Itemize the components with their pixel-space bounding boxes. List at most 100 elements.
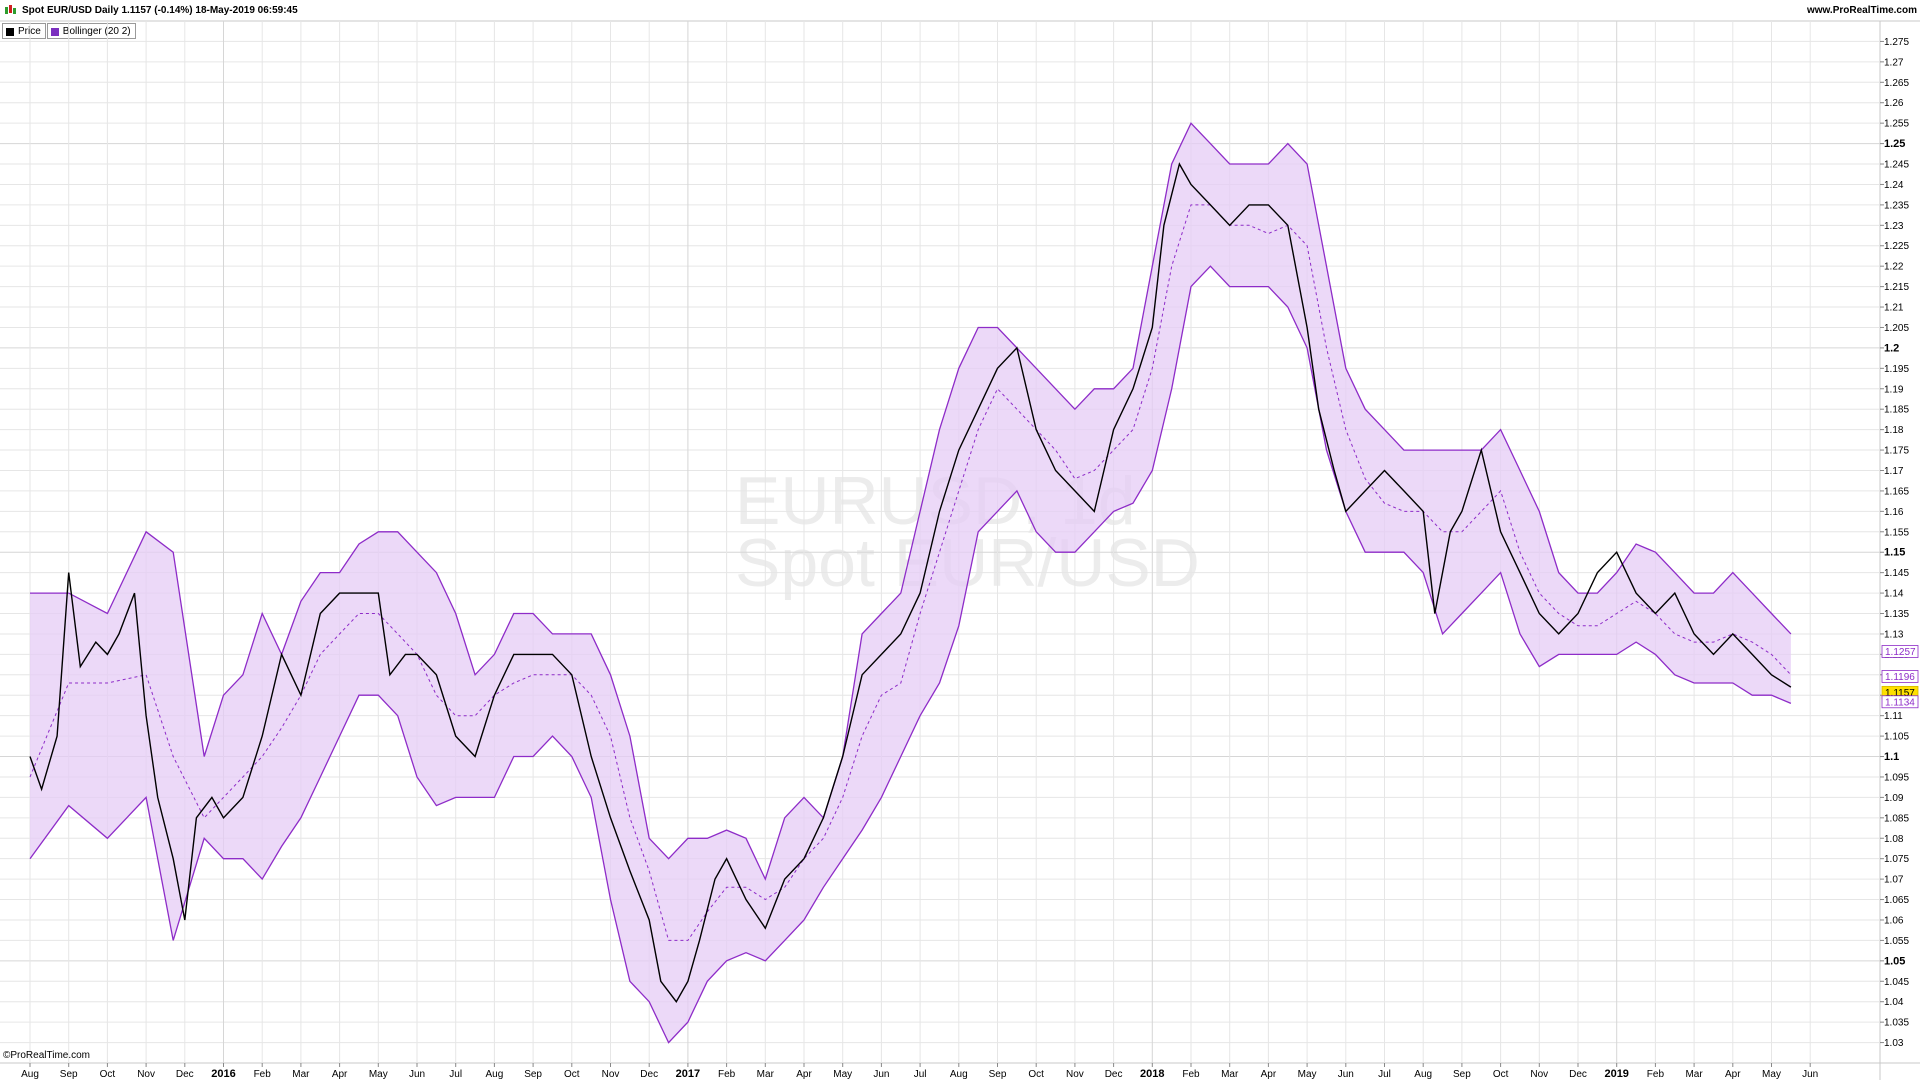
y-tick-label: 1.14 — [1884, 589, 1904, 600]
y-tick-label: 1.2 — [1884, 342, 1899, 354]
y-tick-label: 1.24 — [1884, 180, 1904, 191]
y-tick-label: 1.175 — [1884, 446, 1909, 457]
x-tick-label: Feb — [718, 1069, 736, 1080]
y-tick-label: 1.22 — [1884, 262, 1904, 273]
x-tick-label: Aug — [950, 1069, 968, 1080]
legend-item-price[interactable]: Price — [2, 23, 46, 39]
x-tick-label: Aug — [486, 1069, 504, 1080]
x-tick-label: May — [833, 1069, 852, 1080]
x-tick-label: Apr — [796, 1069, 812, 1080]
x-tick-label: May — [369, 1069, 388, 1080]
x-tick-label: Sep — [989, 1069, 1007, 1080]
x-tick-label: Dec — [640, 1069, 658, 1080]
y-tick-label: 1.065 — [1884, 895, 1909, 906]
x-tick-label: Jun — [873, 1069, 889, 1080]
y-tick-label: 1.155 — [1884, 527, 1909, 538]
y-tick-label: 1.205 — [1884, 323, 1909, 334]
bollinger-upper-line — [30, 122, 1792, 881]
x-tick-label: Feb — [1647, 1069, 1665, 1080]
x-tick-label: Apr — [332, 1069, 348, 1080]
band-value-label: 1.1196 — [1885, 672, 1915, 683]
x-tick-label: Jun — [1338, 1069, 1354, 1080]
x-tick-label: Dec — [1569, 1069, 1587, 1080]
y-tick-label: 1.145 — [1884, 568, 1909, 579]
y-tick-label: 1.095 — [1884, 772, 1909, 783]
x-tick-label: Jul — [449, 1069, 462, 1080]
chart-header: Spot EUR/USD Daily 1.1157 (-0.14%) 18-Ma… — [0, 0, 1920, 21]
y-tick-label: 1.215 — [1884, 282, 1909, 293]
chart-title: Spot EUR/USD Daily 1.1157 (-0.14%) 18-Ma… — [22, 5, 298, 16]
y-tick-label: 1.105 — [1884, 732, 1909, 743]
y-tick-label: 1.075 — [1884, 854, 1909, 865]
x-tick-label: Mar — [292, 1069, 310, 1080]
legend-label-bollinger: Bollinger (20 2) — [62, 26, 131, 37]
y-tick-label: 1.135 — [1884, 609, 1909, 620]
y-tick-label: 1.07 — [1884, 875, 1904, 886]
bollinger-band-fill — [30, 123, 1791, 1043]
y-tick-label: 1.18 — [1884, 425, 1904, 436]
x-tick-label: Nov — [602, 1069, 620, 1080]
x-tick-label: Aug — [1414, 1069, 1432, 1080]
y-tick-label: 1.15 — [1884, 547, 1905, 559]
x-tick-label: Dec — [1105, 1069, 1123, 1080]
x-tick-label: Apr — [1261, 1069, 1277, 1080]
x-tick-label: Sep — [60, 1069, 78, 1080]
x-tick-label: Oct — [1493, 1069, 1509, 1080]
x-tick-label: Aug — [21, 1069, 39, 1080]
x-tick-label: Feb — [1182, 1069, 1200, 1080]
bollinger-swatch — [50, 27, 59, 36]
y-tick-label: 1.06 — [1884, 915, 1904, 926]
y-tick-label: 1.265 — [1884, 78, 1909, 89]
y-tick-label: 1.13 — [1884, 629, 1904, 640]
last-price-label: 1.1157 — [1885, 688, 1915, 699]
x-tick-label: Jul — [914, 1069, 927, 1080]
x-tick-label: Mar — [1685, 1069, 1703, 1080]
y-tick-label: 1.27 — [1884, 57, 1904, 68]
y-tick-label: 1.1 — [1884, 751, 1899, 763]
x-tick-label: Jul — [1378, 1069, 1391, 1080]
x-tick-label: Mar — [1221, 1069, 1239, 1080]
y-tick-label: 1.225 — [1884, 241, 1909, 252]
x-tick-label: Feb — [254, 1069, 272, 1080]
y-tick-label: 1.245 — [1884, 160, 1909, 171]
x-tick-label: May — [1298, 1069, 1317, 1080]
y-tick-label: 1.25 — [1884, 138, 1905, 150]
y-tick-label: 1.255 — [1884, 119, 1909, 130]
y-tick-label: 1.05 — [1884, 955, 1905, 967]
y-tick-label: 1.08 — [1884, 834, 1904, 845]
y-tick-label: 1.165 — [1884, 486, 1909, 497]
x-tick-label: Oct — [100, 1069, 116, 1080]
y-tick-label: 1.17 — [1884, 466, 1904, 477]
x-tick-label: Nov — [137, 1069, 155, 1080]
x-tick-label: Oct — [1028, 1069, 1044, 1080]
x-tick-label: Nov — [1530, 1069, 1548, 1080]
candlestick-icon — [5, 5, 16, 14]
x-tick-label: Jun — [1802, 1069, 1818, 1080]
y-tick-label: 1.055 — [1884, 936, 1909, 947]
band-value-tag — [1881, 645, 1919, 658]
y-tick-label: 1.19 — [1884, 384, 1904, 395]
x-tick-label: 2019 — [1604, 1068, 1628, 1080]
x-tick-label: Oct — [564, 1069, 580, 1080]
bollinger-middle-line — [29, 204, 1792, 941]
x-tick-label: Sep — [524, 1069, 542, 1080]
y-tick-label: 1.195 — [1884, 364, 1909, 375]
band-value-tag — [1881, 670, 1919, 683]
band-value-label: 1.1134 — [1885, 697, 1915, 708]
site-link[interactable]: www.ProRealTime.com — [1806, 5, 1917, 16]
x-tick-label: Apr — [1725, 1069, 1741, 1080]
y-tick-label: 1.26 — [1884, 98, 1904, 109]
band-value-label: 1.1257 — [1885, 647, 1916, 658]
y-tick-label: 1.03 — [1884, 1038, 1904, 1049]
x-tick-label: Mar — [757, 1069, 775, 1080]
legend-label-price: Price — [18, 26, 41, 37]
y-tick-label: 1.11 — [1884, 711, 1903, 722]
price-swatch — [6, 27, 14, 36]
y-tick-label: 1.23 — [1884, 221, 1904, 232]
y-tick-label: 1.16 — [1884, 507, 1904, 518]
y-tick-label: 1.275 — [1884, 37, 1909, 48]
x-tick-label: Nov — [1066, 1069, 1084, 1080]
y-tick-label: 1.21 — [1884, 303, 1904, 314]
y-tick-label: 1.045 — [1884, 977, 1909, 988]
